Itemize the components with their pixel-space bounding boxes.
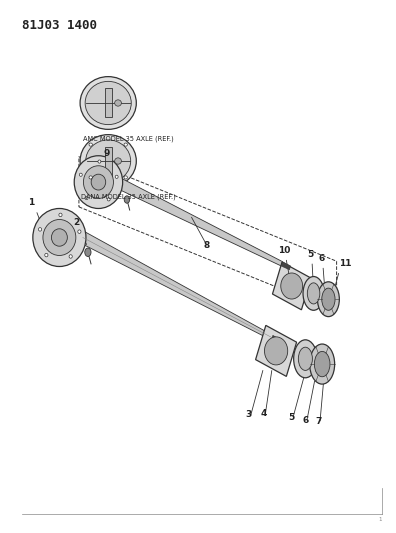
Ellipse shape bbox=[80, 135, 136, 188]
Ellipse shape bbox=[69, 255, 72, 258]
Text: 11: 11 bbox=[339, 259, 351, 268]
Text: DANA MODEL 35 AXLE (REF.): DANA MODEL 35 AXLE (REF.) bbox=[82, 193, 176, 200]
Ellipse shape bbox=[124, 176, 128, 179]
Ellipse shape bbox=[89, 176, 92, 179]
Text: 2: 2 bbox=[73, 218, 79, 227]
Ellipse shape bbox=[78, 230, 81, 233]
Ellipse shape bbox=[98, 160, 101, 163]
Ellipse shape bbox=[124, 196, 129, 203]
Ellipse shape bbox=[38, 228, 42, 231]
Ellipse shape bbox=[310, 344, 335, 384]
Ellipse shape bbox=[43, 220, 76, 255]
Polygon shape bbox=[117, 177, 282, 266]
Text: 10: 10 bbox=[278, 246, 290, 255]
Ellipse shape bbox=[115, 158, 122, 164]
Ellipse shape bbox=[307, 283, 320, 304]
Ellipse shape bbox=[85, 197, 88, 200]
Ellipse shape bbox=[318, 282, 339, 317]
Ellipse shape bbox=[79, 173, 82, 176]
Ellipse shape bbox=[74, 156, 123, 208]
Ellipse shape bbox=[115, 175, 118, 179]
Text: 5: 5 bbox=[288, 413, 294, 422]
Ellipse shape bbox=[80, 77, 136, 130]
Ellipse shape bbox=[322, 288, 335, 310]
Text: 6: 6 bbox=[318, 254, 324, 263]
Ellipse shape bbox=[298, 347, 312, 370]
Ellipse shape bbox=[86, 140, 131, 182]
Ellipse shape bbox=[45, 253, 48, 257]
Polygon shape bbox=[272, 262, 311, 310]
Ellipse shape bbox=[294, 340, 317, 378]
Ellipse shape bbox=[85, 82, 131, 125]
Ellipse shape bbox=[59, 213, 62, 216]
Ellipse shape bbox=[51, 229, 67, 246]
Text: 7: 7 bbox=[316, 417, 322, 426]
Polygon shape bbox=[81, 232, 273, 340]
Ellipse shape bbox=[84, 166, 113, 198]
Text: 8: 8 bbox=[203, 240, 209, 249]
Ellipse shape bbox=[89, 143, 92, 146]
Ellipse shape bbox=[124, 143, 128, 146]
Text: 1: 1 bbox=[378, 517, 381, 522]
Ellipse shape bbox=[33, 208, 86, 266]
Text: 81J03 1400: 81J03 1400 bbox=[22, 19, 97, 31]
Polygon shape bbox=[281, 262, 291, 270]
Ellipse shape bbox=[265, 337, 288, 365]
Ellipse shape bbox=[281, 273, 303, 299]
Polygon shape bbox=[255, 325, 297, 376]
Bar bbox=[105, 147, 112, 175]
Ellipse shape bbox=[115, 100, 122, 106]
Ellipse shape bbox=[314, 351, 330, 377]
Text: 1: 1 bbox=[28, 198, 34, 207]
Text: 4: 4 bbox=[261, 409, 267, 418]
Text: 3: 3 bbox=[246, 410, 252, 419]
Ellipse shape bbox=[303, 277, 324, 310]
Ellipse shape bbox=[91, 174, 106, 190]
Ellipse shape bbox=[107, 198, 110, 201]
Polygon shape bbox=[272, 335, 282, 344]
Text: 9: 9 bbox=[103, 149, 110, 158]
Text: AMC MODEL 35 AXLE (REF.): AMC MODEL 35 AXLE (REF.) bbox=[83, 136, 174, 142]
Bar bbox=[105, 88, 112, 117]
Text: 5: 5 bbox=[307, 249, 313, 259]
Ellipse shape bbox=[85, 248, 91, 256]
Text: 6: 6 bbox=[302, 416, 308, 425]
